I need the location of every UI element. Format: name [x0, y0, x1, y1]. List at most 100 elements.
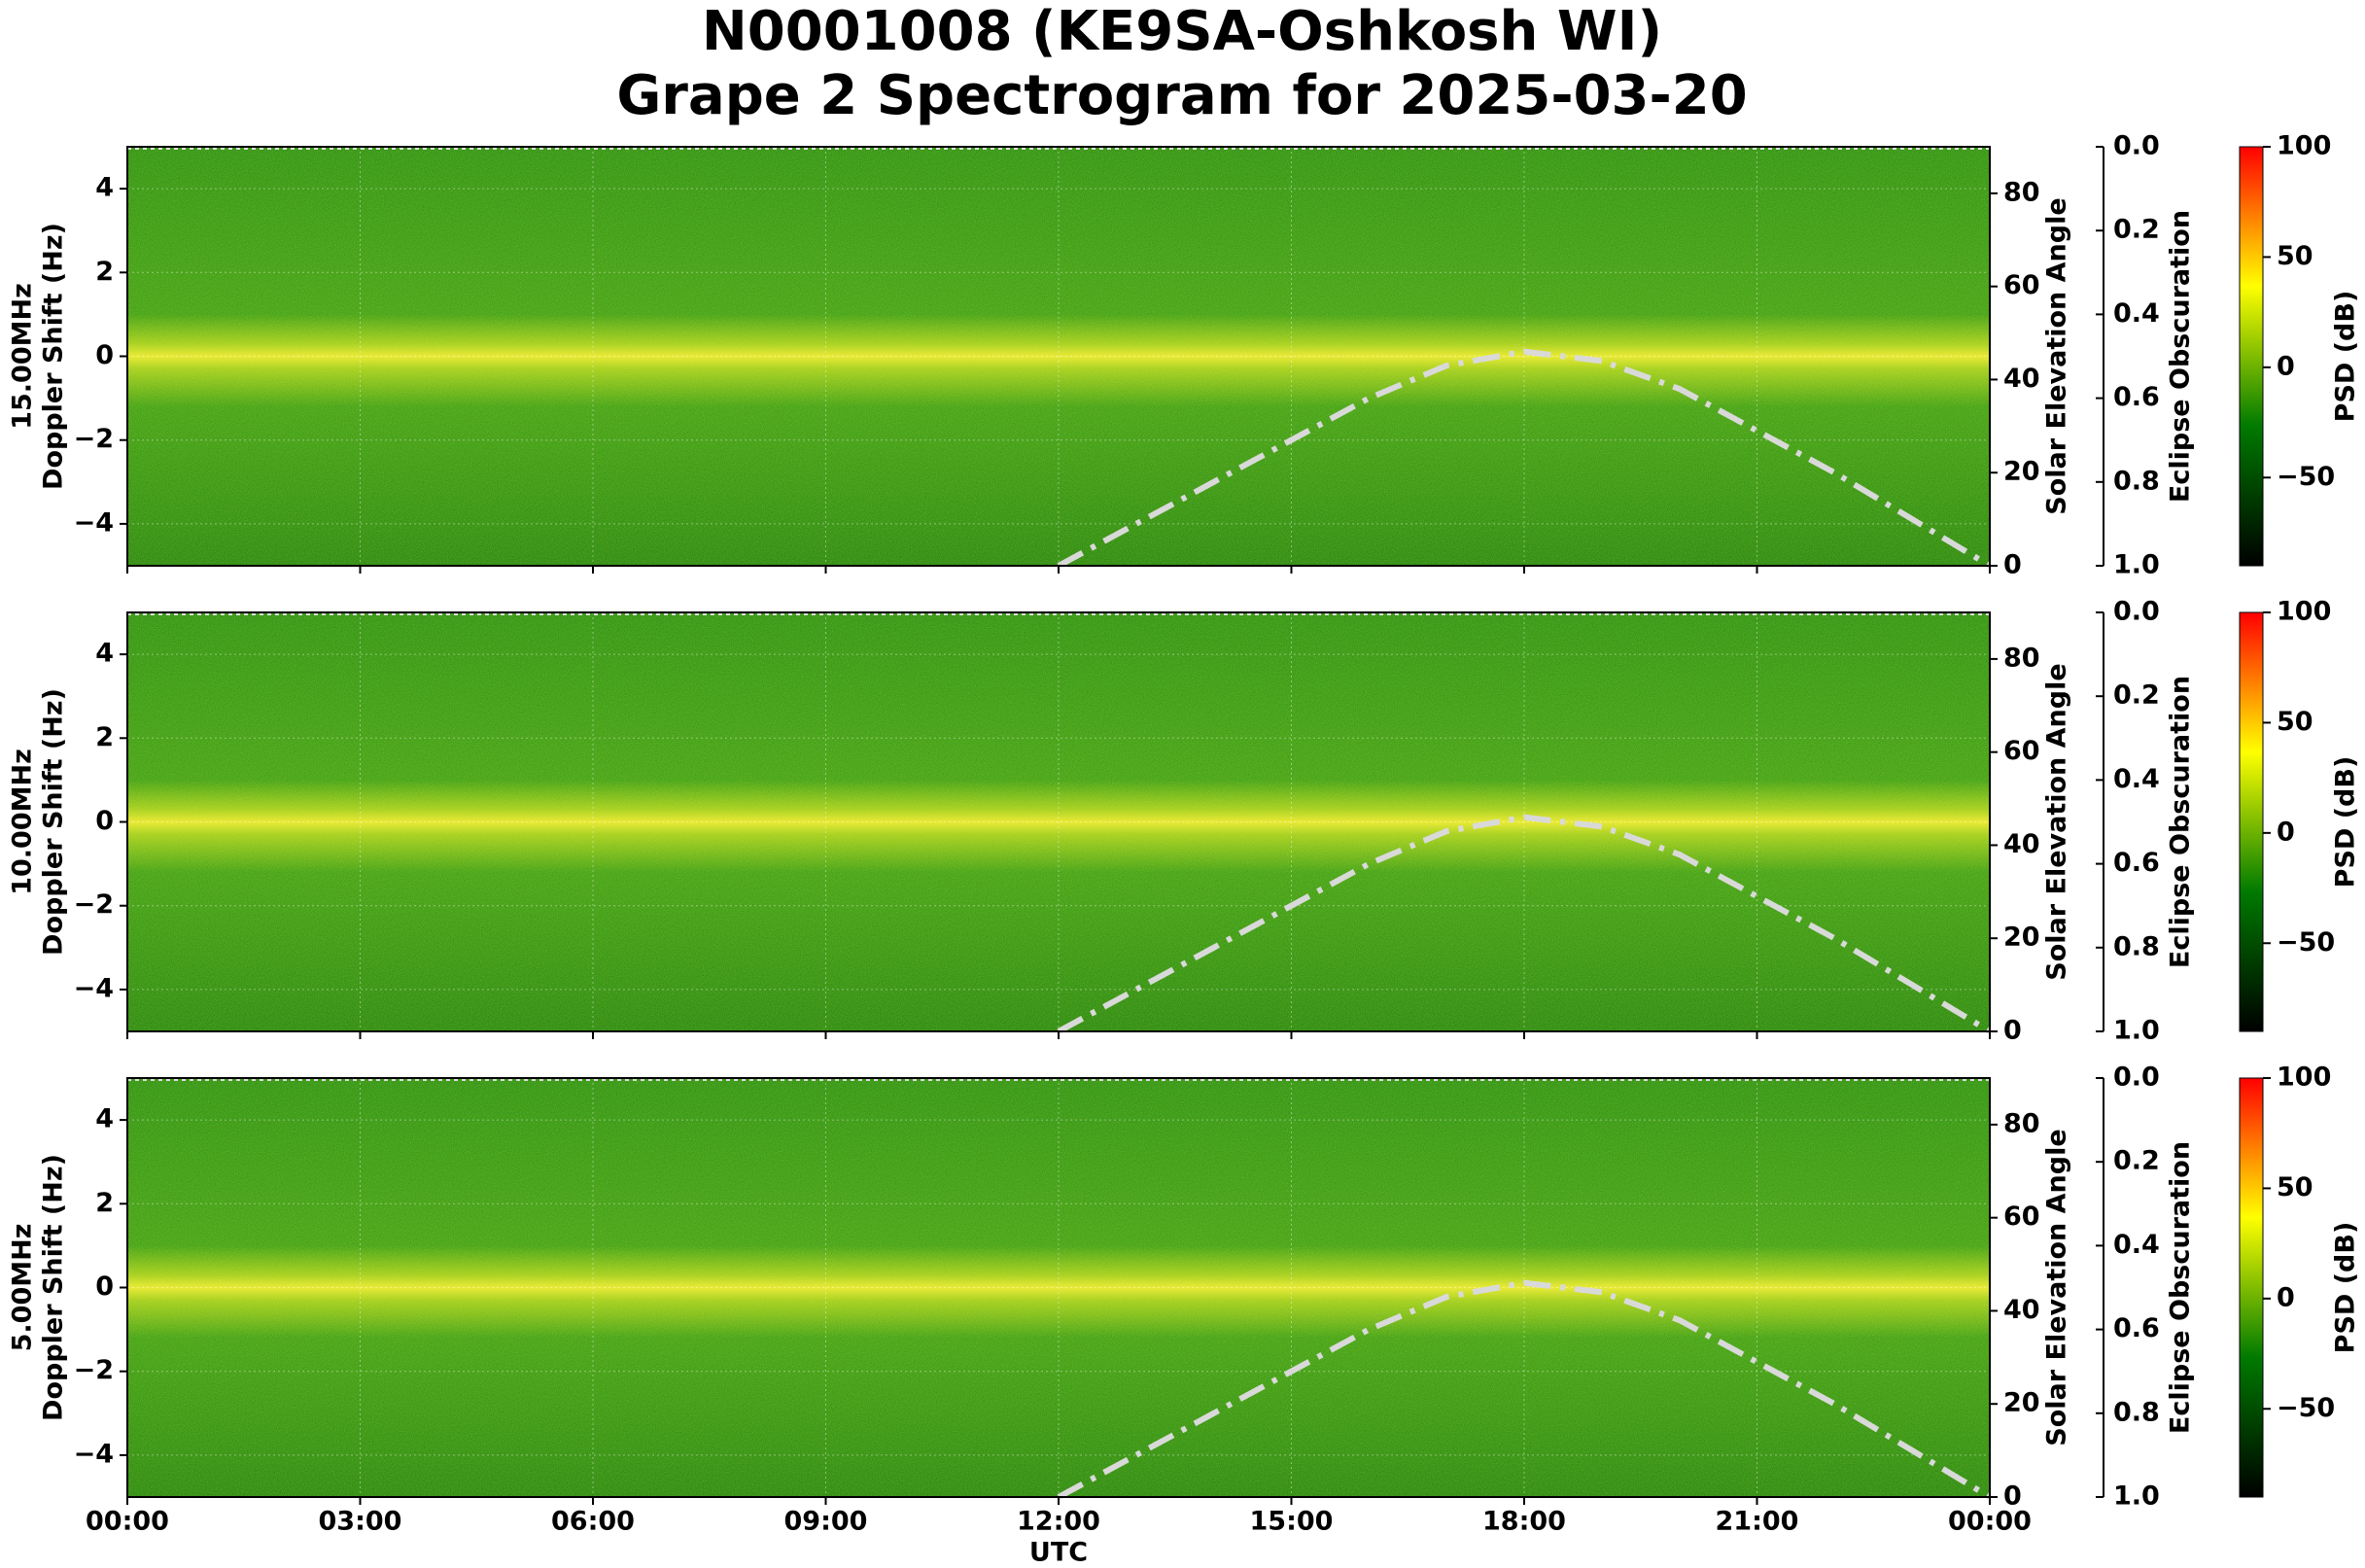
y2-tick-label: 80 [2003, 177, 2040, 207]
y-tick-label: 0 [95, 806, 114, 836]
solar-elevation-line [1057, 814, 1992, 1034]
band-label: 5.00MHz [8, 1224, 38, 1352]
y2-tick-label: 40 [2003, 364, 2040, 394]
eclipse-tick-label: 1.0 [2113, 550, 2160, 580]
x-axis-label: UTC [1029, 1538, 1088, 1568]
colorbar-tick-label: 0 [2277, 1282, 2295, 1312]
colorbar-tick-label: 100 [2277, 131, 2331, 161]
x-tick-label: 12:00 [1017, 1507, 1100, 1537]
y2-tick-label: 80 [2003, 643, 2040, 673]
colorbar-tick-label: 100 [2277, 1063, 2331, 1093]
y-tick-label: 2 [95, 1188, 114, 1218]
eclipse-tick-label: 1.0 [2113, 1481, 2160, 1512]
colorbar-tick-label: −50 [2277, 1393, 2335, 1423]
colorbar-tick-label: 50 [2277, 707, 2313, 737]
x-tick-label: 21:00 [1716, 1507, 1799, 1537]
colorbar-tick-label: −50 [2277, 927, 2335, 958]
y2-tick-label: 20 [2003, 457, 2040, 487]
y2-tick-label: 20 [2003, 1388, 2040, 1418]
x-tick-label: 15:00 [1250, 1507, 1334, 1537]
x-tick-label: 00:00 [86, 1507, 169, 1537]
eclipse-tick-label: 0.0 [2113, 597, 2160, 627]
eclipse-tick-label: 0.2 [2113, 680, 2160, 711]
y2-tick-label: 80 [2003, 1108, 2040, 1138]
y-tick-label: 0 [95, 340, 114, 370]
y2-tick-label: 40 [2003, 1295, 2040, 1325]
y-tick-label: −4 [74, 507, 114, 538]
y2-tick-label: 60 [2003, 1202, 2040, 1232]
colorbar-label: PSD (dB) [2331, 756, 2361, 889]
y-tick-label: −2 [74, 889, 114, 920]
y2-tick-label: 60 [2003, 736, 2040, 766]
spectrogram-noise [127, 612, 1990, 1031]
eclipse-tick-label: 0.6 [2113, 848, 2160, 878]
y2-tick-label: 40 [2003, 829, 2040, 859]
y-tick-label: 4 [95, 1104, 114, 1134]
eclipse-tick-label: 0.8 [2113, 931, 2160, 961]
y2-axis-label: Solar Elevation Angle [2042, 663, 2072, 980]
colorbar-label: PSD (dB) [2331, 1222, 2361, 1354]
y-axis-label: Doppler Shift (Hz) [39, 1154, 69, 1421]
eclipse-tick-label: 0.4 [2113, 764, 2160, 794]
chart-subtitle: Grape 2 Spectrogram for 2025-03-20 [616, 64, 1747, 127]
eclipse-axis-label: Eclipse Obscuration [2166, 676, 2196, 968]
colorbar-tick-label: −50 [2277, 462, 2335, 492]
solar-elevation-line [1057, 348, 1992, 569]
plot-frame [126, 1077, 1991, 1498]
colorbar-tick-label: 50 [2277, 1172, 2313, 1202]
eclipse-tick-label: 0.6 [2113, 382, 2160, 412]
y-tick-label: 2 [95, 722, 114, 752]
spectrogram-noise [127, 1078, 1990, 1497]
y2-tick-label: 0 [2003, 1481, 2022, 1512]
eclipse-tick-label: 0.8 [2113, 466, 2160, 496]
eclipse-tick-label: 0.4 [2113, 1230, 2160, 1260]
y-tick-label: −4 [74, 973, 114, 1003]
y-tick-label: −2 [74, 1355, 114, 1385]
eclipse-tick-label: 0.0 [2113, 1063, 2160, 1093]
colorbar-tick-label: 0 [2277, 351, 2295, 381]
colorbar-tick-label: 100 [2277, 597, 2331, 627]
x-tick-label: 09:00 [784, 1507, 868, 1537]
y2-tick-label: 20 [2003, 923, 2040, 953]
y-tick-label: 0 [95, 1272, 114, 1302]
colorbar-tick-label: 0 [2277, 817, 2295, 847]
eclipse-tick-label: 0.6 [2113, 1313, 2160, 1343]
y-tick-label: 4 [95, 639, 114, 669]
band-label: 10.00MHz [8, 749, 38, 895]
y-tick-label: 2 [95, 257, 114, 287]
y2-tick-label: 0 [2003, 550, 2022, 580]
eclipse-tick-label: 0.8 [2113, 1397, 2160, 1427]
y-tick-label: −4 [74, 1439, 114, 1469]
eclipse-tick-label: 0.2 [2113, 215, 2160, 245]
x-tick-label: 00:00 [1948, 1507, 2032, 1537]
eclipse-axis-label: Eclipse Obscuration [2166, 210, 2196, 503]
eclipse-axis-label: Eclipse Obscuration [2166, 1141, 2196, 1434]
y2-tick-label: 60 [2003, 270, 2040, 300]
y2-axis-label: Solar Elevation Angle [2042, 1129, 2072, 1446]
solar-elevation-line [1057, 1279, 1992, 1500]
y-axis-label: Doppler Shift (Hz) [39, 688, 69, 956]
colorbar [2239, 1077, 2264, 1498]
colorbar-tick-label: 50 [2277, 241, 2313, 271]
colorbar-label: PSD (dB) [2331, 291, 2361, 423]
spectrogram-noise [127, 147, 1990, 566]
plot-frame [126, 611, 1991, 1032]
plot-frame [126, 146, 1991, 567]
eclipse-tick-label: 0.4 [2113, 298, 2160, 329]
colorbar [2239, 146, 2264, 567]
colorbar [2239, 611, 2264, 1032]
eclipse-tick-label: 0.2 [2113, 1146, 2160, 1176]
eclipse-tick-label: 0.0 [2113, 131, 2160, 161]
y-tick-label: −2 [74, 424, 114, 454]
eclipse-tick-label: 1.0 [2113, 1016, 2160, 1046]
y-tick-label: 4 [95, 173, 114, 203]
y-axis-label: Doppler Shift (Hz) [39, 223, 69, 490]
x-tick-label: 03:00 [319, 1507, 402, 1537]
y2-tick-label: 0 [2003, 1016, 2022, 1046]
band-label: 15.00MHz [8, 283, 38, 430]
x-tick-label: 06:00 [551, 1507, 635, 1537]
y2-axis-label: Solar Elevation Angle [2042, 197, 2072, 514]
x-tick-label: 18:00 [1482, 1507, 1566, 1537]
